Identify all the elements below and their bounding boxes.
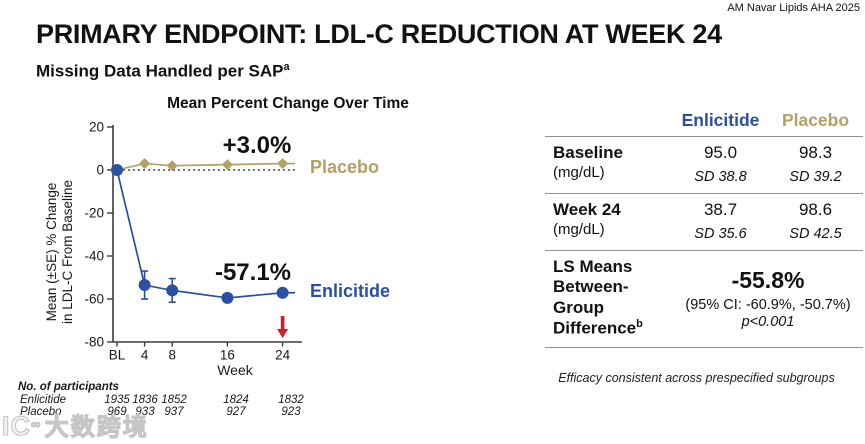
- participant-count: 1836: [132, 394, 158, 406]
- results-row-ls-means: LS Means Between-Group Differenceb -55.8…: [545, 250, 863, 349]
- svg-text:Enlicitide: Enlicitide: [310, 281, 390, 301]
- svg-text:-57.1%: -57.1%: [215, 259, 291, 286]
- week24-enlicitide-sd: SD 35.6: [694, 226, 747, 242]
- attribution-text: AM Navar Lipids AHA 2025: [727, 2, 860, 14]
- week24-placebo-sd: SD 42.5: [789, 226, 842, 242]
- circle-marker: [166, 284, 179, 297]
- baseline-placebo-value: 98.3: [798, 143, 833, 162]
- svg-text:Mean (±SE) % Change: Mean (±SE) % Change: [44, 183, 59, 322]
- svg-text:Week: Week: [217, 362, 254, 378]
- circle-marker: [138, 279, 151, 292]
- results-table: Enlicitide Placebo Baseline (mg/dL) 95.0…: [545, 110, 863, 349]
- watermark-logo-superscript: ∞: [30, 416, 41, 432]
- page-title: PRIMARY ENDPOINT: LDL-C REDUCTION AT WEE…: [36, 19, 722, 49]
- results-table-header: Enlicitide Placebo: [545, 110, 863, 136]
- ls-means-p-value: p<0.001: [741, 314, 795, 330]
- results-row-baseline: Baseline (mg/dL) 95.0 SD 38.8 98.3 SD 39…: [545, 136, 863, 193]
- subgroups-footnote: Efficacy consistent across prespecified …: [558, 371, 835, 385]
- participant-count: 1824: [223, 394, 249, 406]
- participant-count: 927: [226, 406, 246, 418]
- row-label: Week 24: [553, 200, 621, 219]
- row-unit: (mg/dL): [553, 164, 605, 182]
- ls-means-label: LS Means Between-Group Difference: [553, 257, 637, 338]
- participant-count: 1832: [278, 394, 304, 406]
- svg-text:0: 0: [96, 163, 104, 178]
- results-row-week24: Week 24 (mg/dL) 38.7 SD 35.6 98.6 SD 42.…: [545, 193, 863, 250]
- svg-text:20: 20: [89, 120, 104, 135]
- svg-text:4: 4: [141, 348, 149, 363]
- column-header-placebo: Placebo: [781, 110, 850, 130]
- participant-count: 1935: [104, 394, 130, 406]
- subtitle-text: Missing Data Handled per SAP: [36, 61, 284, 81]
- svg-text:-40: -40: [84, 249, 104, 264]
- ldl-change-chart: 20 0 -20 -40 -60 -80 BL 4 8 16 24 Week Mean (±SE) % …: [44, 120, 390, 379]
- svg-text:Placebo: Placebo: [310, 157, 379, 177]
- diamond-marker: [166, 160, 178, 172]
- participant-count: 1852: [161, 394, 187, 406]
- column-header-enlicitide: Enlicitide: [681, 110, 760, 130]
- row-unit: (mg/dL): [553, 221, 605, 239]
- diamond-marker: [277, 158, 289, 170]
- diamond-marker: [139, 158, 151, 170]
- svg-text:-20: -20: [84, 206, 104, 221]
- svg-text:in LDL-C From Baseline: in LDL-C From Baseline: [60, 180, 75, 324]
- baseline-enlicitide-sd: SD 38.8: [694, 169, 747, 185]
- svg-text:16: 16: [220, 348, 235, 363]
- baseline-placebo-sd: SD 39.2: [789, 169, 842, 185]
- week24-placebo-value: 98.6: [798, 200, 833, 219]
- week24-enlicitide-value: 38.7: [703, 200, 738, 219]
- ls-means-superscript: b: [636, 318, 643, 331]
- watermark-logo-icon: IC: [1, 410, 31, 441]
- participant-count: 923: [281, 406, 301, 418]
- svg-text:8: 8: [168, 348, 176, 363]
- watermark: IC∞ 大数跨境: [1, 407, 149, 442]
- svg-text:BL: BL: [109, 348, 126, 363]
- ls-means-difference-value: -55.8%: [731, 267, 805, 293]
- circle-marker: [111, 164, 123, 176]
- watermark-text: 大数跨境: [44, 413, 149, 441]
- svg-text:-60: -60: [84, 292, 104, 307]
- ls-means-confidence-interval: (95% CI: -60.9%, -50.7%): [685, 297, 851, 313]
- week24-arrow-icon: [277, 329, 289, 338]
- svg-text:-80: -80: [84, 335, 104, 350]
- row-label: Baseline: [553, 143, 623, 162]
- chart-title: Mean Percent Change Over Time: [167, 95, 409, 112]
- svg-text:+3.0%: +3.0%: [223, 132, 292, 159]
- subtitle: Missing Data Handled per SAPa: [36, 61, 290, 82]
- subtitle-superscript: a: [283, 61, 290, 73]
- diamond-marker: [221, 159, 233, 171]
- circle-marker: [276, 286, 289, 299]
- circle-marker: [221, 291, 234, 304]
- participants-row-label-enlicitide: Enlicitide: [20, 394, 67, 406]
- baseline-enlicitide-value: 95.0: [703, 143, 738, 162]
- svg-text:24: 24: [275, 348, 291, 363]
- participant-count: 937: [164, 406, 184, 418]
